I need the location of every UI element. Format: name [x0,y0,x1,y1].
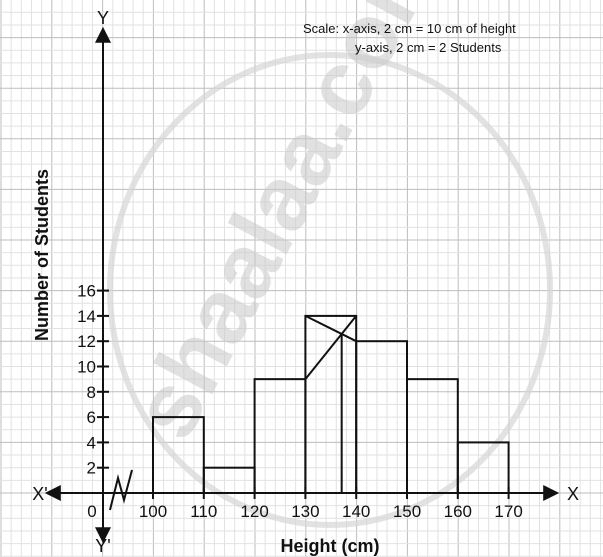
mode-line-1 [304,315,357,343]
watermark: shaalaa.com [107,0,553,528]
y-axis-neg-label: Y' [95,536,110,556]
y-tick-label-8: 8 [87,383,96,402]
x-axis-neg-label: X' [32,484,47,504]
y-tick-label-4: 4 [87,433,96,452]
x-tick-label-130: 130 [291,502,319,521]
mode-line-2 [304,315,357,380]
x-tick-label-140: 140 [342,502,370,521]
tick-labels: 0 100 110 120 130 140 150 160 170 2 4 6 8 10 12 14 16 [77,282,523,521]
x-tick-label-160: 160 [444,502,472,521]
x-tick-label-120: 120 [240,502,268,521]
x-tick-label-0: 0 [87,502,96,521]
y-tick-label-16: 16 [77,282,96,301]
x-tick-label-150: 150 [393,502,421,521]
bar-150-160 [406,378,459,494]
x-axis-pos-label: X [567,484,579,504]
axes [44,26,560,544]
y-tick-label-12: 12 [77,332,96,351]
y-axis-pos-label: Y [97,8,109,28]
axis-break [109,469,133,511]
y-tick-label-10: 10 [77,358,96,377]
y-axis-title: Number of Students [32,169,52,341]
mode-construction [304,315,357,493]
x-tick-label-170: 170 [494,502,522,521]
y-tick-label-6: 6 [87,408,96,427]
y-tick-label-14: 14 [77,307,96,326]
y-tick-label-2: 2 [87,459,96,478]
x-tick-label-100: 100 [139,502,167,521]
bar-120-130 [253,378,307,494]
x-tick-label-110: 110 [190,502,217,521]
scale-note-line-2: y-axis, 2 cm = 2 Students [355,40,502,55]
x-axis-title: Height (cm) [281,536,380,556]
scale-note-line-1: Scale: x-axis, 2 cm = 10 cm of height [303,21,516,36]
